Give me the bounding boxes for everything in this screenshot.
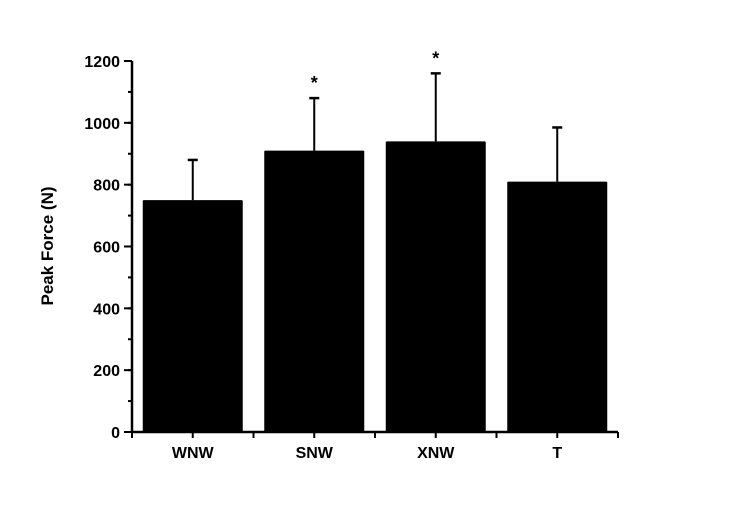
- axes: WNW SNW XNW T 0 200 400 600 800 1000 1200: [84, 54, 619, 462]
- bar-xnw: [385, 141, 486, 432]
- x-tick-label: XNW: [417, 445, 455, 462]
- y-tick-label: 200: [93, 363, 120, 380]
- x-tick-label: SNW: [296, 445, 334, 462]
- x-tick-label: T: [552, 445, 562, 462]
- y-tick-label: 800: [93, 178, 120, 195]
- y-tick-label: 1200: [84, 54, 120, 71]
- significance-marker: *: [311, 73, 318, 93]
- x-tick-label: WNW: [172, 445, 215, 462]
- y-tick-label: 400: [93, 301, 120, 318]
- significance-marker: *: [432, 48, 439, 68]
- y-tick-label: 600: [93, 240, 120, 257]
- bar-t: [507, 181, 608, 432]
- y-tick-label: 0: [111, 425, 120, 442]
- bar-wnw: [142, 200, 243, 432]
- y-axis-label: Peak Force (N): [38, 186, 57, 305]
- y-tick-label: 1000: [84, 116, 120, 133]
- bar-snw: [264, 150, 365, 433]
- plot-area: **: [142, 48, 608, 433]
